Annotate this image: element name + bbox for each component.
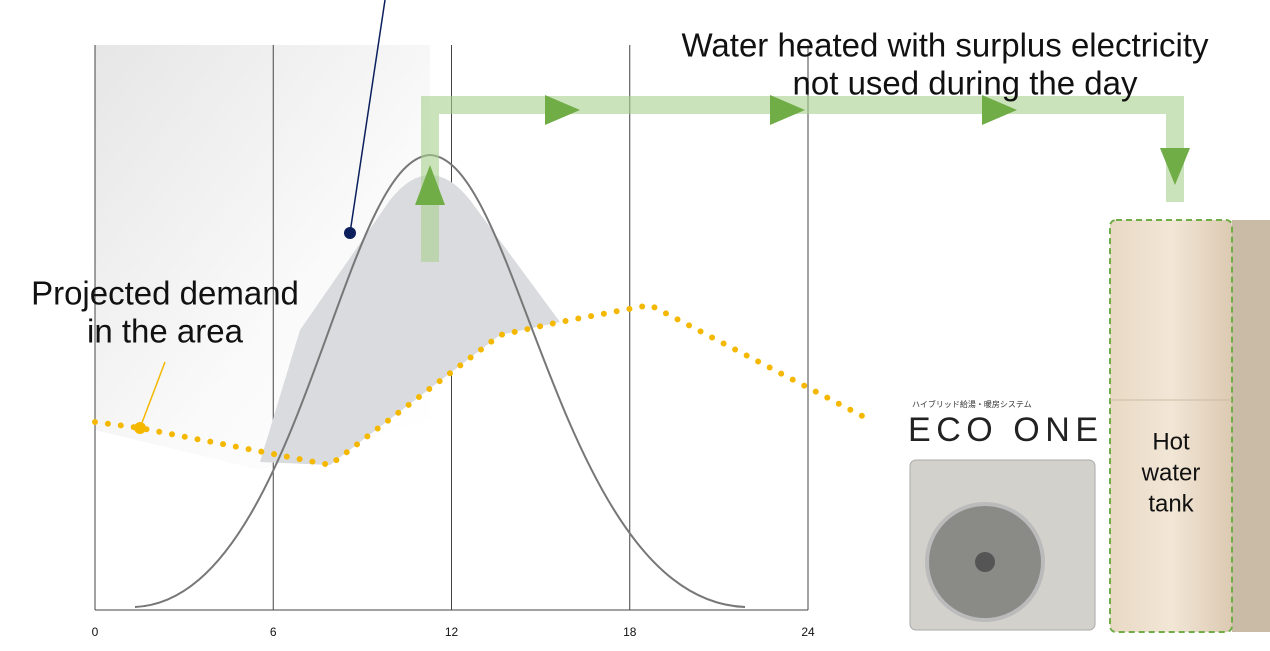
tank-label: tank bbox=[1148, 490, 1194, 517]
tank-label: Hot bbox=[1152, 428, 1190, 455]
x-axis: 0 6 12 18 24 bbox=[92, 45, 815, 639]
annotation: not used during the day bbox=[793, 65, 1138, 102]
x-tick-label: 0 bbox=[92, 625, 99, 639]
pointer-line bbox=[139, 361, 166, 429]
pointer-line bbox=[349, 0, 386, 234]
pointer-dot bbox=[344, 227, 356, 239]
unit-side bbox=[1232, 220, 1270, 632]
arrow-heads bbox=[415, 95, 1190, 205]
product-logo: ECO ONE bbox=[908, 411, 1098, 449]
x-tick-label: 12 bbox=[445, 625, 459, 639]
x-tick-label: 18 bbox=[623, 625, 637, 639]
fan-hub bbox=[975, 552, 995, 572]
pointer-dot bbox=[134, 422, 146, 434]
annotation: in the area bbox=[87, 313, 244, 350]
x-tick-label: 6 bbox=[270, 625, 277, 639]
heat-flow-arrow bbox=[421, 96, 1184, 262]
surplus-area bbox=[260, 175, 560, 465]
x-tick-label: 24 bbox=[801, 625, 815, 639]
annotation: Water heated with surplus electricity bbox=[682, 27, 1209, 64]
demand-curve bbox=[92, 301, 873, 469]
annotation: Projected demand bbox=[31, 275, 299, 312]
tank-unit bbox=[1109, 219, 1233, 633]
tank-label: water bbox=[1141, 459, 1201, 486]
product-subtitle: ハイブリッド給湯・暖房システム bbox=[912, 399, 1032, 409]
